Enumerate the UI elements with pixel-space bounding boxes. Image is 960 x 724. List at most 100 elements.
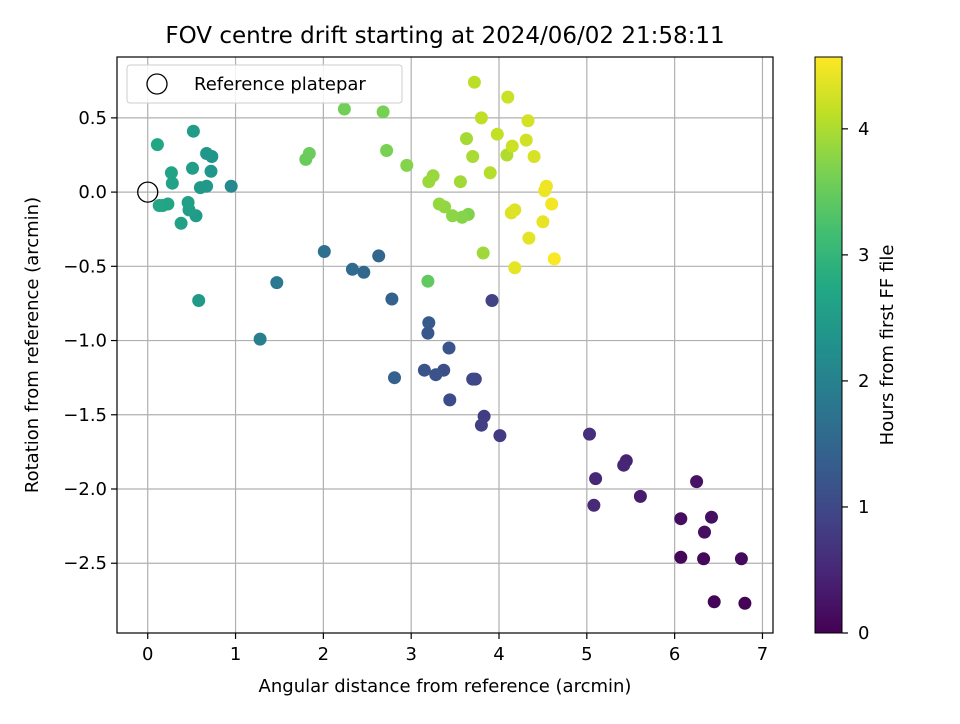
data-point: [521, 114, 535, 128]
legend-box: [126, 64, 403, 104]
data-point: [734, 552, 748, 566]
data-point: [453, 175, 467, 189]
data-point: [508, 203, 522, 217]
data-point: [460, 132, 473, 146]
data-point: [527, 150, 541, 163]
data-point: [432, 197, 446, 211]
data-point: [193, 181, 207, 195]
data-points: [150, 75, 752, 610]
data-point: [422, 316, 436, 330]
data-point: [200, 147, 214, 160]
y-tick-label: −2.5: [63, 553, 107, 574]
data-point: [707, 595, 721, 609]
data-point: [270, 276, 284, 290]
data-point: [539, 179, 553, 193]
data-point: [705, 510, 718, 524]
x-axis-label: Angular distance from reference (arcmin): [259, 676, 632, 697]
x-tick-label: 1: [230, 644, 241, 665]
data-point: [204, 164, 218, 178]
data-point: [372, 249, 386, 263]
data-point: [466, 150, 480, 163]
data-point: [442, 341, 456, 355]
legend: Reference platepar: [126, 64, 403, 104]
data-point: [446, 209, 459, 223]
y-axis-ticks: 0.5 0.0 −0.5 −1.0 −1.5 −2.0 −2.5: [63, 108, 117, 574]
data-point: [376, 105, 390, 119]
data-point: [417, 363, 431, 377]
data-point: [380, 144, 394, 157]
x-tick-label: 5: [581, 644, 592, 665]
data-point: [165, 176, 179, 190]
colorbar-tick-label: 2: [858, 371, 869, 392]
colorbar-ticks: 0 1 2 3 4: [842, 119, 869, 644]
colorbar-tick-label: 3: [858, 245, 869, 266]
data-point: [317, 245, 331, 258]
x-tick-label: 3: [405, 644, 416, 665]
data-point: [357, 265, 371, 279]
data-point: [483, 166, 497, 180]
x-tick-label: 0: [142, 644, 153, 665]
data-point: [474, 111, 488, 125]
legend-entry-label: Reference platepar: [194, 74, 366, 95]
data-point: [474, 418, 488, 432]
data-point: [174, 216, 188, 230]
data-point: [429, 368, 443, 382]
data-point: [690, 475, 704, 489]
colorbar: 0 1 2 3 4 Hours from first FF file: [814, 56, 898, 644]
colorbar-tick-label: 0: [858, 623, 869, 644]
x-axis-ticks: 0 1 2 3 4 5 6 7: [142, 633, 768, 665]
x-tick-label: 7: [757, 644, 768, 665]
chart-title: FOV centre drift starting at 2024/06/02 …: [165, 23, 724, 49]
data-point: [674, 512, 688, 526]
data-point: [697, 552, 711, 566]
y-tick-label: −1.5: [63, 405, 107, 426]
data-point: [505, 139, 519, 153]
data-point: [508, 261, 522, 275]
data-point: [224, 179, 238, 193]
data-point: [152, 199, 166, 212]
data-point: [493, 429, 507, 443]
y-tick-label: 0.5: [78, 108, 107, 129]
colorbar-gradient: [814, 56, 843, 634]
colorbar-tick-label: 1: [858, 497, 869, 518]
data-point: [617, 458, 631, 472]
data-point: [253, 332, 267, 346]
data-point: [490, 127, 504, 141]
data-point: [400, 158, 414, 172]
data-point: [164, 166, 178, 180]
y-tick-label: 0.0: [78, 182, 107, 203]
legend-marker-icon: [146, 73, 168, 95]
data-point: [738, 596, 752, 610]
data-point: [388, 371, 401, 385]
data-point: [186, 161, 199, 175]
data-point: [421, 326, 435, 340]
data-point: [536, 215, 550, 229]
data-point: [192, 294, 206, 307]
data-point: [545, 197, 559, 211]
data-point: [345, 262, 359, 276]
data-point: [589, 472, 603, 486]
data-point: [485, 294, 499, 307]
colorbar-tick-label: 4: [858, 119, 869, 140]
data-point: [476, 246, 490, 260]
data-point: [522, 231, 536, 245]
data-point: [455, 210, 469, 224]
data-point: [385, 292, 399, 306]
data-point: [443, 393, 457, 407]
reference-point-layer: [137, 181, 159, 203]
data-point: [302, 147, 316, 160]
reference-platepar-marker: [137, 181, 159, 203]
data-point: [698, 525, 711, 539]
y-tick-label: −0.5: [63, 256, 107, 277]
data-point: [422, 175, 436, 189]
y-tick-label: −2.0: [63, 479, 107, 500]
data-point: [587, 498, 601, 512]
data-point: [466, 372, 480, 386]
data-point: [150, 138, 164, 152]
plot-frame: [116, 56, 774, 634]
data-point: [633, 489, 647, 503]
y-axis-label: Rotation from reference (arcmin): [22, 197, 43, 493]
colorbar-label: Hours from first FF file: [877, 245, 898, 446]
